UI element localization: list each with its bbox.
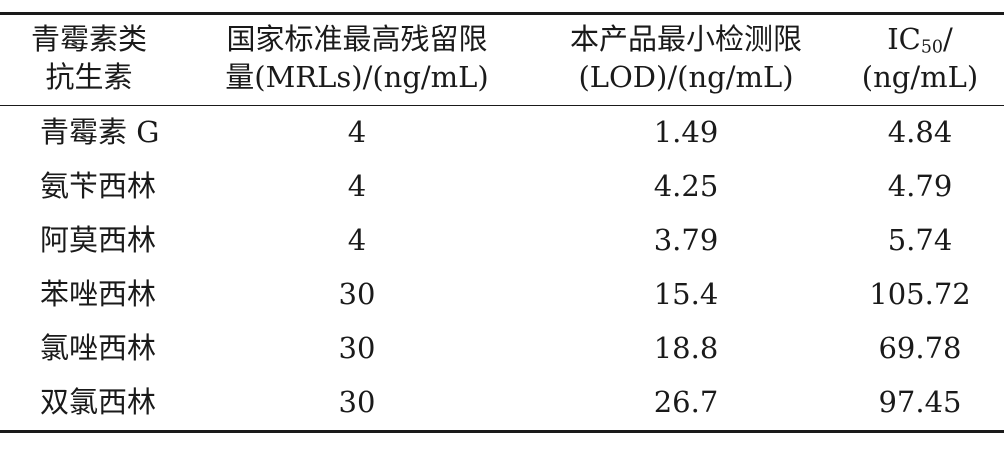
header-antibiotic-class-line2: 抗生素 xyxy=(45,59,133,94)
cell-lod-value: 15.4 xyxy=(653,276,719,311)
table-body: 青霉素 G 4 1.49 4.84 氨苄西林 4 4.25 4.79 阿莫西林 4 3.79 5.74… xyxy=(0,105,1004,432)
data-table-container: 青霉素类 抗生素 国家标准最高残留限 量(MRLs)/(ng/mL) 本产品最小… xyxy=(0,12,1004,433)
cell-ic50-value: 97.45 xyxy=(878,384,962,419)
cell-ic50-value: 4.79 xyxy=(887,168,953,203)
table-header: 青霉素类 抗生素 国家标准最高残留限 量(MRLs)/(ng/mL) 本产品最小… xyxy=(0,13,1004,106)
header-lod: 本产品最小检测限 (LOD)/(ng/mL) xyxy=(536,14,836,106)
cell-mrl-value: 30 xyxy=(338,330,376,365)
table-row: 氨苄西林 4 4.25 4.79 xyxy=(0,160,1004,214)
cell-lod-value: 1.49 xyxy=(653,114,719,149)
cell-antibiotic-name: 双氯西林 xyxy=(40,384,157,419)
table-row: 阿莫西林 4 3.79 5.74 xyxy=(0,214,1004,268)
header-lod-line2: (LOD)/(ng/mL) xyxy=(578,59,794,94)
cell-ic50-value: 69.78 xyxy=(878,330,962,365)
table-row: 青霉素 G 4 1.49 4.84 xyxy=(0,105,1004,160)
cell-lod-value: 26.7 xyxy=(653,384,719,419)
cell-mrl-value: 4 xyxy=(347,222,367,257)
cell-antibiotic-name: 阿莫西林 xyxy=(40,222,157,257)
penicillin-detection-table: 青霉素类 抗生素 国家标准最高残留限 量(MRLs)/(ng/mL) 本产品最小… xyxy=(0,12,1004,433)
header-ic50-line2: (ng/mL) xyxy=(861,60,979,95)
header-antibiotic-class-line1: 青霉素类 xyxy=(30,22,147,57)
cell-mrl-value: 4 xyxy=(347,114,367,149)
header-ic50-prefix: IC xyxy=(887,22,921,56)
cell-antibiotic-name: 氯唑西林 xyxy=(40,330,157,365)
header-ic50-suffix: / xyxy=(943,22,953,56)
table-row: 双氯西林 30 26.7 97.45 xyxy=(0,376,1004,432)
cell-antibiotic-name: 氨苄西林 xyxy=(40,168,157,203)
header-antibiotic-class: 青霉素类 抗生素 xyxy=(0,14,178,106)
header-ic50: IC50/ (ng/mL) xyxy=(836,14,1004,106)
cell-ic50-value: 4.84 xyxy=(887,114,953,149)
table-row: 苯唑西林 30 15.4 105.72 xyxy=(0,268,1004,322)
header-mrl-line2: 量(MRLs)/(ng/mL) xyxy=(225,59,489,94)
cell-ic50-value: 105.72 xyxy=(869,276,971,311)
header-ic50-subscript: 50 xyxy=(920,37,943,58)
cell-antibiotic-name: 苯唑西林 xyxy=(40,276,157,311)
header-mrl: 国家标准最高残留限 量(MRLs)/(ng/mL) xyxy=(178,14,536,106)
header-row: 青霉素类 抗生素 国家标准最高残留限 量(MRLs)/(ng/mL) 本产品最小… xyxy=(0,13,1004,106)
header-ic50-line1: IC50/ xyxy=(836,21,1004,59)
cell-mrl-value: 4 xyxy=(347,168,367,203)
cell-lod-value: 18.8 xyxy=(653,330,719,365)
cell-ic50-value: 5.74 xyxy=(887,222,953,257)
header-lod-line1: 本产品最小检测限 xyxy=(569,22,802,57)
header-mrl-line1: 国家标准最高残留限 xyxy=(226,22,488,57)
cell-lod-value: 3.79 xyxy=(653,222,719,257)
cell-mrl-value: 30 xyxy=(338,276,376,311)
cell-antibiotic-name: 青霉素 G xyxy=(40,114,160,149)
cell-mrl-value: 30 xyxy=(338,384,376,419)
table-row: 氯唑西林 30 18.8 69.78 xyxy=(0,322,1004,376)
cell-lod-value: 4.25 xyxy=(653,168,719,203)
